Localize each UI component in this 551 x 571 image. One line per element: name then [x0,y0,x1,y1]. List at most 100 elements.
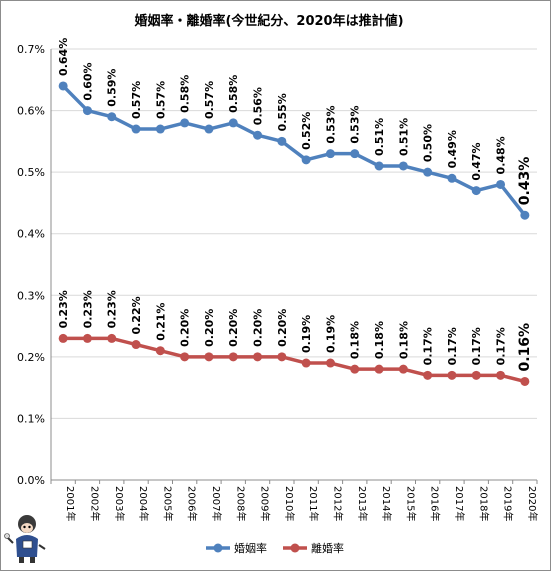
data-label: 0.51% [397,118,410,156]
data-label: 0.23% [57,290,70,328]
x-tick-label: 2005年 [161,486,174,521]
data-label: 0.19% [300,315,313,353]
data-point [180,352,190,362]
data-label: 0.55% [276,93,289,131]
data-point [253,130,263,140]
data-label: 0.47% [470,142,483,180]
data-point [423,370,433,380]
data-point [325,358,335,368]
data-label: 0.50% [422,124,435,162]
grid-lines [51,48,537,419]
data-point [277,352,287,362]
data-label: 0.23% [106,290,119,328]
data-point [180,118,190,128]
x-tick-label: 2006年 [186,486,199,521]
data-point [155,124,165,134]
data-point [155,346,165,356]
data-label: 0.17% [470,327,483,365]
data-point [301,155,311,165]
data-label: 0.23% [81,290,94,328]
chart-title: 婚姻率・離婚率(今世紀分、2020年は推計値) [134,13,403,29]
legend-label: 離婚率 [311,541,344,555]
legend: 婚姻率 離婚率 [206,541,344,555]
data-point [325,149,335,159]
data-point [204,124,214,134]
mascot-character-icon [4,515,46,563]
data-point [131,340,141,350]
data-point [253,352,263,362]
data-point [496,370,506,380]
data-label: 0.20% [227,309,240,347]
data-point [350,149,360,159]
data-point [471,186,481,196]
axes [50,49,537,481]
data-point [58,333,68,343]
data-label: 0.53% [349,105,362,143]
data-point [374,161,384,171]
data-point [82,333,92,343]
legend-marker [213,543,223,553]
data-point [350,364,360,374]
data-point [107,333,117,343]
data-point [423,167,433,177]
data-point [447,370,457,380]
data-point [82,106,92,116]
x-axis-ticks: 2001年 2002年 2003年 2004年 2005年 2006年 2007年 2008年… [50,480,539,521]
data-label: 0.53% [324,105,337,143]
x-tick-label: 2017年 [453,486,466,521]
data-label: 0.20% [203,309,216,347]
data-labels: 0.64% 0.60% 0.59% 0.57% 0.57% 0.58% 0.57% 0.58%… [57,38,533,372]
data-label: 0.22% [130,296,143,334]
data-point [496,179,506,189]
x-tick-label: 2010年 [283,486,296,521]
data-point [398,161,408,171]
x-tick-label: 2018年 [477,486,490,521]
data-label: 0.16% [517,323,533,372]
data-point [228,352,238,362]
x-tick-label: 2019年 [502,486,515,521]
data-label: 0.48% [495,136,508,174]
data-point [471,370,481,380]
data-label: 0.18% [349,321,362,359]
y-tick-label: 0.2% [17,351,45,364]
x-tick-label: 2008年 [234,486,247,521]
data-point [398,364,408,374]
data-point [447,173,457,183]
data-label: 0.43% [517,157,533,206]
data-label: 0.56% [252,87,265,125]
data-label: 0.64% [57,38,70,76]
y-tick-label: 0.5% [17,166,45,179]
data-point [520,376,530,386]
y-tick-label: 0.0% [17,474,45,487]
x-tick-label: 2009年 [259,486,272,521]
x-tick-label: 2014年 [380,486,393,521]
data-label: 0.20% [252,309,265,347]
data-point [228,118,238,128]
data-label: 0.57% [203,81,216,119]
x-tick-label: 2004年 [137,486,150,521]
data-point [301,358,311,368]
data-label: 0.58% [227,75,240,113]
legend-label: 婚姻率 [234,541,267,555]
data-label: 0.59% [106,69,119,107]
y-tick-label: 0.3% [17,289,45,302]
data-point [374,364,384,374]
y-axis-ticks: 0.0% 0.1% 0.2% 0.3% 0.4% 0.5% 0.6% 0.7% [17,43,45,487]
data-label: 0.57% [130,81,143,119]
data-label: 0.57% [154,81,167,119]
data-label: 0.21% [154,303,167,341]
data-label: 0.18% [397,321,410,359]
data-point [107,112,117,122]
y-tick-label: 0.1% [17,412,45,425]
series-group [58,81,530,386]
x-tick-label: 2011年 [307,486,320,521]
data-point [131,124,141,134]
data-point [277,136,287,146]
data-label: 0.20% [179,309,192,347]
data-label: 0.17% [495,327,508,365]
data-label: 0.19% [324,315,337,353]
data-label: 0.20% [276,309,289,347]
x-tick-label: 2002年 [88,486,101,521]
